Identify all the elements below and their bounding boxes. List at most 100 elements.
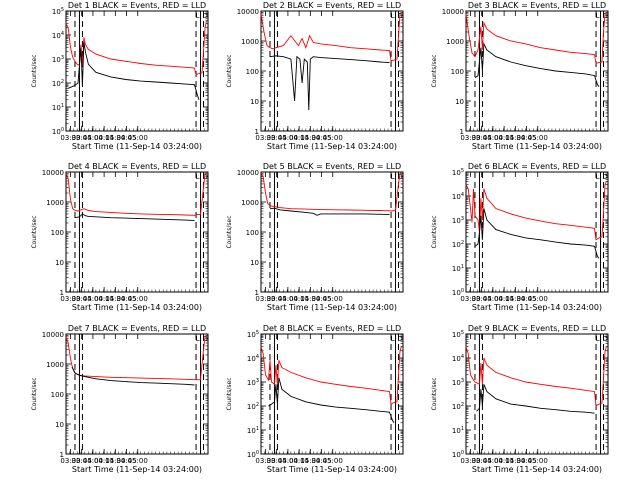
x-tick-label: 03:45 <box>72 134 92 142</box>
x-axis-label: Start Time (11-Sep-14 03:24:00) <box>267 303 397 312</box>
x-tick-label: 03:30 <box>460 457 480 465</box>
x-tick-label: 03:30 <box>60 134 80 142</box>
y-tick-label: 100 <box>246 229 259 237</box>
x-tick-label: 05:00 <box>128 295 148 303</box>
y-tick-label: 10 <box>250 98 259 106</box>
y-tick-label: 101 <box>452 264 464 273</box>
y-tick-label: 100 <box>452 288 464 297</box>
x-tick-label: 04:15 <box>94 295 114 303</box>
y-tick-label: 1000 <box>241 38 259 46</box>
x-axis-label: Start Time (11-Sep-14 03:24:00) <box>472 465 602 474</box>
x-tick-label: 05:00 <box>128 457 148 465</box>
x-tick-label: 03:30 <box>460 134 480 142</box>
x-tick-label: 04:15 <box>94 134 114 142</box>
y-tick-label: 103 <box>247 378 259 387</box>
x-tick-label: 04:00 <box>83 457 103 465</box>
x-tick-label: 04:45 <box>516 134 536 142</box>
y-tick-label: 105 <box>452 330 464 339</box>
y-tick-label: 105 <box>247 330 259 339</box>
y-axis-label: Counts/sec <box>226 215 233 248</box>
x-tick-label: 04:45 <box>311 134 331 142</box>
marker-glyph-d: D <box>202 12 207 20</box>
x-tick-label: 04:30 <box>300 295 320 303</box>
plot-frame <box>65 333 209 455</box>
y-tick-label: 1000 <box>241 199 259 207</box>
lld-series-line <box>65 172 207 216</box>
x-tick-label: 03:45 <box>472 134 492 142</box>
y-axis-label: Counts/sec <box>226 377 233 410</box>
plot-frame <box>260 171 404 293</box>
y-tick-label: 103 <box>452 216 464 225</box>
y-axis-label: Counts/sec <box>31 377 38 410</box>
lld-series-line <box>260 12 402 62</box>
x-tick-label: 04:15 <box>289 295 309 303</box>
detector-panel-4: Det 4 BLACK = Events, RED = LLD 1 10 100 100… <box>31 162 209 312</box>
y-tick-label: 102 <box>452 240 464 249</box>
x-tick-label: 03:45 <box>472 295 492 303</box>
y-axis-label: Counts/sec <box>431 215 438 248</box>
y-tick-label: 100 <box>452 450 464 459</box>
panel-title: Det 9 BLACK = Events, RED = LLD <box>468 324 606 333</box>
plot-frame <box>465 333 609 455</box>
panel-title: Det 6 BLACK = Events, RED = LLD <box>468 162 606 171</box>
detector-panel-9: Det 9 BLACK = Events, RED = LLD 100 101 102… <box>431 324 609 474</box>
plot-frame <box>465 171 609 293</box>
x-tick-label: 04:30 <box>505 134 525 142</box>
marker-glyph-l: L <box>196 173 200 181</box>
events-series-line <box>68 42 200 100</box>
marker-glyph-d: D <box>397 335 402 343</box>
x-tick-label: 04:15 <box>494 457 514 465</box>
x-tick-label: 04:00 <box>483 295 503 303</box>
y-axis-label: Counts/sec <box>431 377 438 410</box>
panel-title: Det 8 BLACK = Events, RED = LLD <box>263 324 401 333</box>
y-tick-label: 100 <box>51 391 64 399</box>
lld-series-line <box>260 172 402 212</box>
lld-series-line <box>465 346 607 407</box>
x-tick-label: 05:00 <box>528 457 548 465</box>
y-tick-label: 1 <box>460 128 464 136</box>
detector-panel-5: Det 5 BLACK = Events, RED = LLD 1 10 100 100… <box>226 162 404 312</box>
events-series-line <box>269 55 390 111</box>
events-series-line <box>476 384 595 414</box>
events-series-line <box>268 377 395 424</box>
x-tick-label: 05:00 <box>323 457 343 465</box>
y-tick-label: 1000 <box>46 199 64 207</box>
detector-panel-8: Det 8 BLACK = Events, RED = LLD 100 101 102… <box>226 324 404 474</box>
y-tick-label: 101 <box>247 426 259 435</box>
x-tick-label: 04:15 <box>289 457 309 465</box>
detector-panel-7: Det 7 BLACK = Events, RED = LLD 1 10 100 100… <box>31 324 209 474</box>
y-tick-label: 104 <box>247 354 259 363</box>
y-axis-label: Counts/sec <box>431 54 438 87</box>
x-tick-label: 04:45 <box>516 457 536 465</box>
y-tick-label: 101 <box>52 103 64 112</box>
marker-glyph-l: L <box>596 335 600 343</box>
x-axis-label: Start Time (11-Sep-14 03:24:00) <box>267 465 397 474</box>
lld-series-line <box>465 12 607 64</box>
x-tick-label: 04:45 <box>116 457 136 465</box>
panel-title: Det 3 BLACK = Events, RED = LLD <box>468 1 606 10</box>
events-series-line <box>74 213 195 222</box>
y-tick-label: 1000 <box>46 361 64 369</box>
y-tick-label: 100 <box>451 68 464 76</box>
lld-series-line <box>65 335 207 381</box>
y-tick-label: 100 <box>247 450 259 459</box>
x-axis-label: Start Time (11-Sep-14 03:24:00) <box>72 465 202 474</box>
x-tick-label: 04:00 <box>278 457 298 465</box>
x-tick-label: 03:30 <box>255 134 275 142</box>
plot-frame <box>260 333 404 455</box>
lld-series-line <box>260 346 402 405</box>
marker-glyph-l: L <box>196 335 200 343</box>
y-tick-label: 104 <box>452 354 464 363</box>
x-tick-label: 03:30 <box>255 457 275 465</box>
x-tick-label: 04:45 <box>116 295 136 303</box>
x-tick-label: 04:30 <box>505 295 525 303</box>
x-tick-label: 05:00 <box>528 134 548 142</box>
y-tick-label: 10 <box>55 421 64 429</box>
y-tick-label: 102 <box>247 402 259 411</box>
lld-series-line <box>65 20 207 76</box>
y-tick-label: 10000 <box>237 8 259 16</box>
x-axis-label: Start Time (11-Sep-14 03:24:00) <box>72 303 202 312</box>
y-tick-label: 1 <box>60 451 64 459</box>
plot-frame <box>65 10 209 132</box>
